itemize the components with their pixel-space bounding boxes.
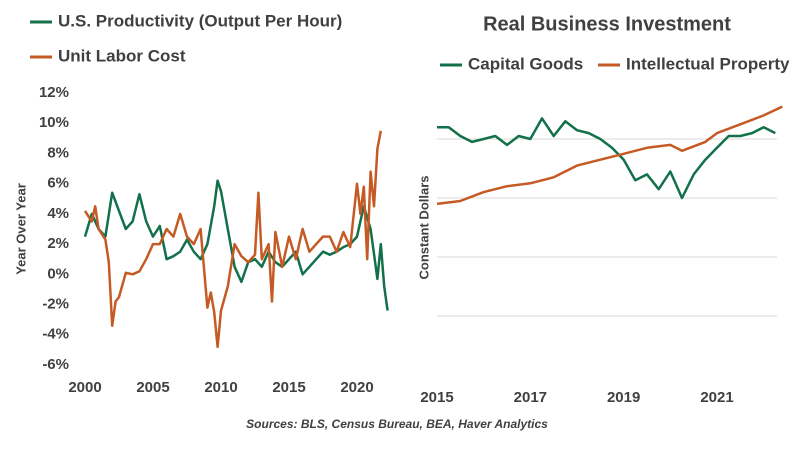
y-tick-label: -6% bbox=[42, 356, 69, 373]
y-tick-label: 4% bbox=[47, 205, 69, 222]
y-tick-label: 10% bbox=[39, 114, 69, 131]
x-tick-label: 2000 bbox=[68, 379, 101, 396]
x-tick-label: 2010 bbox=[204, 379, 237, 396]
x-tick-label: 2015 bbox=[272, 379, 305, 396]
x-tick-label: 2005 bbox=[136, 379, 169, 396]
x-tick-label: 2017 bbox=[514, 389, 547, 406]
legend-label: U.S. Productivity (Output Per Hour) bbox=[58, 11, 342, 30]
series-line bbox=[437, 117, 776, 200]
source-note: Sources: BLS, Census Bureau, BEA, Haver … bbox=[246, 417, 548, 431]
y-tick-label: -2% bbox=[42, 296, 69, 313]
y-tick-label: 2% bbox=[47, 235, 69, 252]
y-tick-label: 12% bbox=[39, 84, 69, 101]
legend-label: Intellectual Property bbox=[626, 54, 790, 73]
y-axis-label: Constant Dollars bbox=[416, 175, 431, 279]
chart-title: Real Business Investment bbox=[483, 13, 731, 35]
legend-label: Unit Labor Cost bbox=[58, 46, 186, 65]
x-tick-label: 2019 bbox=[607, 389, 640, 406]
y-axis-label: Year Over Year bbox=[13, 183, 28, 275]
y-tick-label: 6% bbox=[47, 175, 69, 192]
y-tick-label: 0% bbox=[47, 265, 69, 282]
x-tick-label: 2020 bbox=[340, 379, 373, 396]
series-line bbox=[436, 105, 783, 206]
x-tick-label: 2015 bbox=[420, 389, 453, 406]
series-line bbox=[83, 130, 383, 349]
legend-label: Capital Goods bbox=[468, 54, 583, 73]
y-tick-label: -4% bbox=[42, 326, 69, 343]
x-tick-label: 2021 bbox=[700, 389, 733, 406]
y-tick-label: 8% bbox=[47, 144, 69, 161]
